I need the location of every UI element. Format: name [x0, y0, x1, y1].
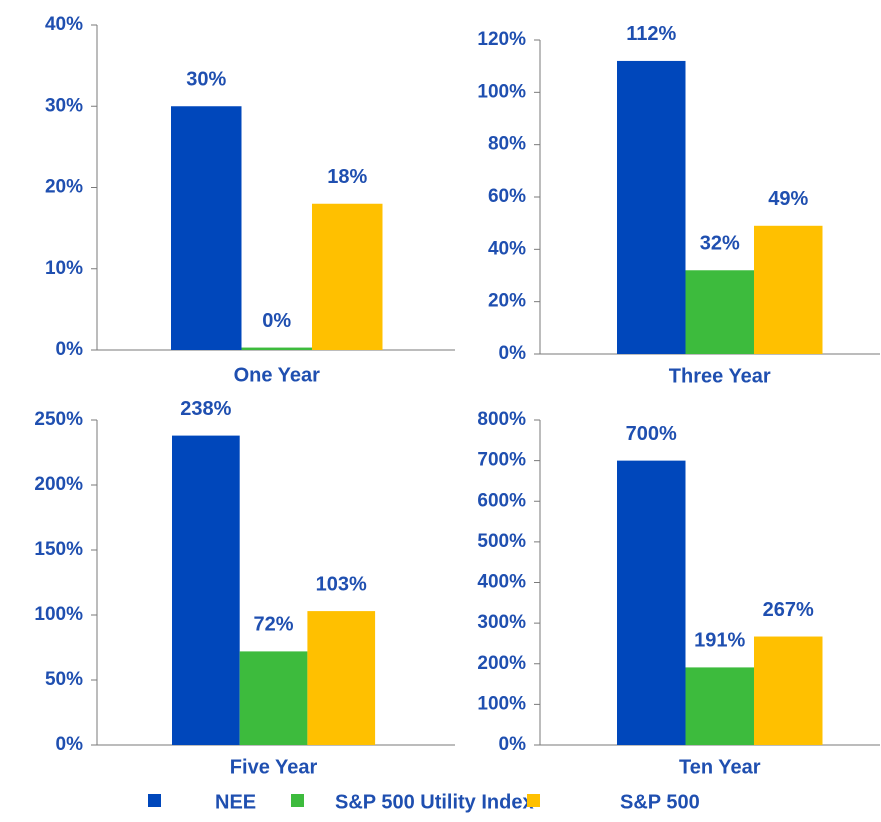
y-tick-label: 0%	[56, 339, 84, 360]
y-tick-label: 200%	[477, 653, 526, 674]
legend-label: NEE	[215, 791, 256, 813]
y-tick-label: 20%	[45, 177, 83, 198]
value-label: 238%	[180, 398, 231, 420]
value-label: 112%	[626, 23, 676, 45]
x-category-label: Three Year	[669, 365, 771, 387]
bar	[239, 651, 308, 745]
y-tick-label: 500%	[477, 531, 526, 552]
y-tick-label: 10%	[45, 258, 83, 279]
y-tick-label: 40%	[45, 14, 83, 35]
y-tick-label: 80%	[488, 134, 526, 155]
y-tick-label: 30%	[45, 95, 83, 116]
legend-label: S&P 500	[620, 791, 700, 813]
value-label: 32%	[700, 233, 740, 255]
y-tick-label: 0%	[56, 734, 84, 755]
y-tick-label: 700%	[477, 450, 526, 471]
y-tick-label: 40%	[488, 238, 526, 259]
y-tick-label: 800%	[477, 409, 526, 430]
x-category-label: One Year	[234, 364, 321, 386]
y-tick-label: 60%	[488, 186, 526, 207]
y-tick-label: 100%	[34, 604, 83, 625]
legend-swatch	[291, 794, 304, 807]
bar	[312, 203, 383, 350]
y-tick-label: 50%	[45, 669, 83, 690]
bar	[617, 460, 686, 745]
value-label: 30%	[186, 69, 226, 91]
value-label: 49%	[768, 188, 808, 210]
value-label: 0%	[262, 310, 291, 332]
y-tick-label: 250%	[34, 409, 83, 430]
x-category-label: Five Year	[230, 756, 318, 778]
y-tick-label: 100%	[477, 81, 526, 102]
x-category-label: Ten Year	[679, 756, 761, 778]
y-tick-label: 600%	[477, 490, 526, 511]
y-tick-label: 120%	[477, 29, 526, 50]
value-label: 72%	[254, 614, 294, 636]
y-tick-label: 0%	[499, 343, 527, 364]
value-label: 18%	[327, 166, 367, 188]
bar	[754, 225, 823, 354]
value-label: 700%	[626, 423, 677, 445]
y-tick-label: 100%	[477, 693, 526, 714]
bar	[685, 270, 754, 354]
legend-swatch	[148, 794, 161, 807]
bar	[307, 611, 376, 745]
y-tick-label: 0%	[499, 734, 527, 755]
bar	[241, 347, 312, 350]
y-tick-label: 20%	[488, 291, 526, 312]
bar	[617, 60, 686, 354]
y-tick-label: 400%	[477, 572, 526, 593]
y-tick-label: 200%	[34, 474, 83, 495]
bar	[685, 667, 754, 745]
bar	[172, 435, 240, 745]
bar	[754, 636, 823, 745]
legend-label: S&P 500 Utility Index	[335, 791, 534, 813]
value-label: 191%	[694, 630, 745, 652]
bar	[171, 106, 242, 350]
y-tick-label: 300%	[477, 612, 526, 633]
value-label: 267%	[763, 599, 814, 621]
legend-swatch	[527, 794, 540, 807]
value-label: 103%	[316, 573, 367, 595]
y-tick-label: 150%	[34, 539, 83, 560]
